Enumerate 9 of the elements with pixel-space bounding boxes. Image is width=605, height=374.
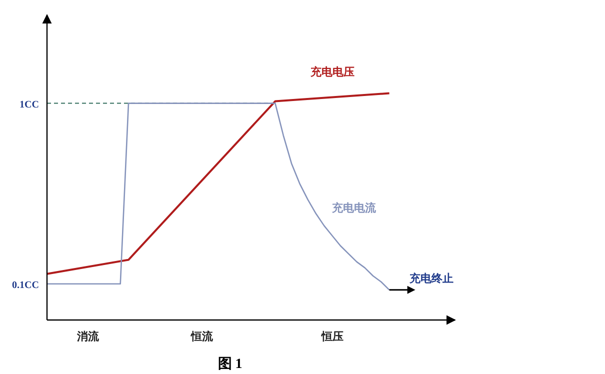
x-tick-label: 恒压 [320, 330, 344, 343]
y-tick-label: 0.1CC [12, 280, 39, 291]
series-label: 充电电流 [331, 202, 378, 215]
caption: 图 1 [218, 356, 242, 372]
x-tick-label: 消流 [76, 330, 100, 343]
y-tick-label: 1CC [20, 99, 39, 110]
x-tick-label: 恒流 [190, 330, 214, 343]
annotation: 充电终止 [408, 272, 454, 285]
series-label: 充电电压 [309, 65, 354, 78]
